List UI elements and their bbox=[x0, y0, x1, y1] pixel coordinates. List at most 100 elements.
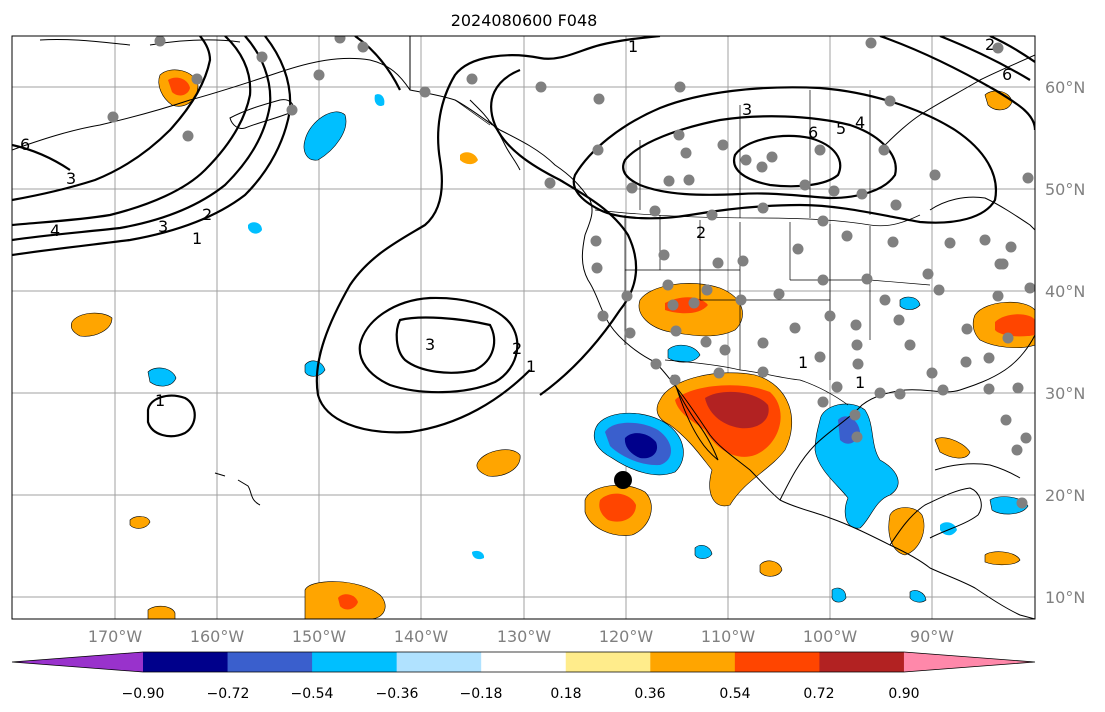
station-marker bbox=[649, 205, 661, 217]
station-marker bbox=[884, 95, 896, 107]
contour-canada-high-outer bbox=[572, 86, 998, 224]
colorbar-extend-high bbox=[903, 652, 1035, 672]
station-marker bbox=[817, 215, 829, 227]
contour-label: 2 bbox=[696, 223, 706, 242]
colorbar-tick-label: −0.36 bbox=[376, 686, 419, 702]
station-marker bbox=[879, 294, 891, 306]
cold-anomaly-gulf-of-alaska bbox=[303, 111, 347, 161]
colorbar-tick-label: −0.18 bbox=[460, 686, 503, 702]
station-marker bbox=[983, 352, 995, 364]
station-marker bbox=[757, 202, 769, 214]
station-marker bbox=[757, 366, 769, 378]
station-marker bbox=[357, 41, 369, 53]
station-marker bbox=[983, 383, 995, 395]
station-marker bbox=[624, 327, 636, 339]
colorbar bbox=[11, 651, 1036, 673]
station-marker bbox=[922, 268, 934, 280]
station-marker bbox=[841, 230, 853, 242]
station-marker bbox=[851, 431, 863, 443]
station-marker bbox=[792, 243, 804, 255]
coast-baja bbox=[671, 374, 719, 461]
station-marker bbox=[667, 299, 679, 311]
contour-label: 6 bbox=[808, 123, 818, 142]
colorbar-segment bbox=[819, 652, 905, 672]
station-marker bbox=[851, 339, 863, 351]
lon-label: 170°W bbox=[88, 627, 143, 646]
lat-label: 40°N bbox=[1045, 282, 1085, 301]
station-marker bbox=[1016, 497, 1028, 509]
colorbar-outline bbox=[11, 651, 1036, 673]
colorbar-segment bbox=[481, 652, 567, 672]
lon-label: 100°W bbox=[803, 627, 858, 646]
station-marker bbox=[828, 185, 840, 197]
station-marker bbox=[590, 235, 602, 247]
station-marker bbox=[334, 36, 346, 44]
cold-anomaly-gulf bbox=[814, 403, 899, 529]
contour-label: 1 bbox=[628, 37, 638, 56]
station-marker bbox=[712, 257, 724, 269]
station-marker bbox=[926, 367, 938, 379]
colorbar-segment bbox=[650, 652, 736, 672]
station-marker bbox=[735, 294, 747, 306]
station-marker bbox=[849, 409, 861, 421]
contour-label: 4 bbox=[855, 113, 865, 132]
warm-anomaly-pacific-west bbox=[70, 312, 113, 337]
contour-north-pacific bbox=[354, 36, 401, 91]
station-marker bbox=[683, 174, 695, 186]
station-marker bbox=[789, 322, 801, 334]
station-marker bbox=[773, 288, 785, 300]
station-marker bbox=[1005, 241, 1017, 253]
contour-ridge-center bbox=[315, 36, 661, 434]
colorbar-tick-label: −0.72 bbox=[207, 686, 250, 702]
colorbar-tick-label: 0.72 bbox=[803, 686, 834, 702]
station-marker bbox=[814, 144, 826, 156]
contour-west-low-1 bbox=[12, 36, 292, 257]
colorbar-tick-label: 0.18 bbox=[550, 686, 581, 702]
colorbar-segment bbox=[312, 652, 398, 672]
contour-canada-high-inner bbox=[732, 134, 842, 188]
station-marker bbox=[286, 104, 298, 116]
station-marker bbox=[591, 262, 603, 274]
station-markers bbox=[107, 36, 1035, 509]
station-marker bbox=[674, 81, 686, 93]
station-marker bbox=[593, 93, 605, 105]
station-marker bbox=[757, 337, 769, 349]
station-marker bbox=[154, 36, 166, 47]
contour-west-low-5 bbox=[12, 143, 71, 171]
contour-labels: 1 3 6 5 4 2 3 2 1 1 1 1 6 3 4 3 2 1 2 6 bbox=[20, 35, 1012, 410]
station-marker bbox=[756, 161, 768, 173]
contour-label: 2 bbox=[985, 35, 995, 54]
lon-label: 120°W bbox=[599, 627, 654, 646]
station-marker bbox=[700, 336, 712, 348]
station-marker bbox=[817, 274, 829, 286]
station-marker bbox=[904, 339, 916, 351]
station-marker bbox=[960, 356, 972, 368]
station-marker bbox=[688, 297, 700, 309]
station-marker bbox=[663, 175, 675, 187]
contour-label: 1 bbox=[855, 373, 865, 392]
colorbar-tick-labels: −0.90 −0.72 −0.54 −0.36 −0.18 0.18 0.36 … bbox=[122, 686, 920, 702]
contour-west-low-3 bbox=[12, 36, 252, 227]
lon-label: 160°W bbox=[190, 627, 245, 646]
station-marker bbox=[621, 290, 633, 302]
station-marker bbox=[466, 73, 478, 85]
station-marker bbox=[894, 388, 906, 400]
station-marker bbox=[831, 381, 843, 393]
station-marker bbox=[814, 351, 826, 363]
coast-alaska bbox=[12, 57, 411, 151]
figure-title: 2024080600 F048 bbox=[451, 11, 598, 30]
lat-label: 60°N bbox=[1045, 78, 1085, 97]
station-marker bbox=[890, 199, 902, 211]
station-marker bbox=[535, 81, 547, 93]
station-marker bbox=[182, 130, 194, 142]
station-marker bbox=[1024, 282, 1035, 294]
contour-west-low-2 bbox=[12, 36, 272, 242]
station-marker bbox=[766, 151, 778, 163]
station-marker bbox=[1012, 382, 1024, 394]
contour-label: 3 bbox=[158, 217, 168, 236]
contour-label: 3 bbox=[742, 100, 752, 119]
station-marker bbox=[856, 188, 868, 200]
contour-label: 4 bbox=[50, 221, 60, 240]
station-marker bbox=[817, 396, 829, 408]
